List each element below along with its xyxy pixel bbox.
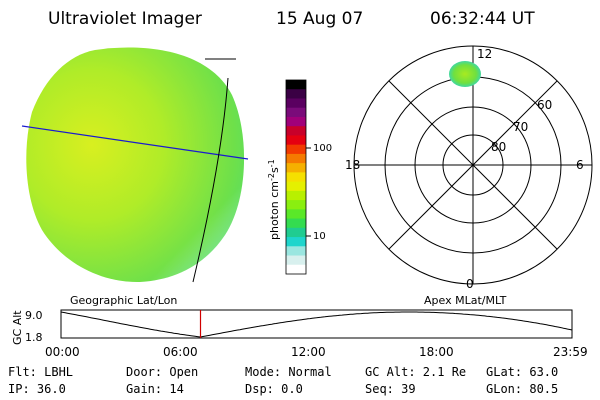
mlt-label-18: 18	[345, 158, 360, 172]
altitude-ytick-min: 1.8	[25, 331, 43, 344]
colorbar-swatch	[286, 144, 306, 155]
geo-longitude-line	[192, 77, 229, 283]
colorbar-swatch	[286, 89, 306, 100]
altitude-curve	[60, 311, 573, 338]
colorbar-swatch	[286, 255, 306, 266]
polar-plot	[353, 45, 593, 285]
colorbar-swatch	[286, 107, 306, 118]
status-glat: GLat: 63.0	[486, 365, 558, 379]
colorbar-unit-label: photon cm-2s-1	[267, 159, 281, 240]
colorbar-swatch	[286, 264, 306, 275]
mlt-label-12: 12	[477, 47, 492, 61]
colorbar-swatch	[286, 200, 306, 210]
geographic-image	[21, 47, 249, 283]
colorbar-swatch	[286, 237, 306, 247]
status-footer: Flt: LBHL IP: 36.0 Door: Open Gain: 14 M…	[8, 365, 558, 396]
geo-latitude-line	[21, 125, 249, 160]
colorbar-swatch	[286, 116, 306, 127]
mlt-label-0: 0	[466, 277, 474, 291]
altitude-ylabel: GC Alt	[11, 310, 24, 345]
status-glon: GLon: 80.5	[486, 382, 558, 396]
altitude-plot-frame	[60, 309, 573, 339]
colorbar-swatch	[286, 98, 306, 109]
colorbar	[286, 80, 306, 275]
image-date: 15 Aug 07	[276, 9, 363, 29]
colorbar-swatch	[286, 135, 306, 146]
geo-panel-label: Geographic Lat/Lon	[70, 294, 177, 307]
status-filter: Flt: LBHL	[8, 365, 73, 379]
altitude-ytick-max: 9.0	[25, 309, 43, 322]
status-gc-alt: GC Alt: 2.1 Re	[365, 365, 466, 379]
colorbar-swatch	[286, 80, 306, 90]
instrument-title: Ultraviolet Imager	[48, 9, 202, 29]
altitude-plot	[60, 309, 573, 339]
status-seq: Seq: 39	[365, 382, 416, 396]
status-ip: IP: 36.0	[8, 382, 66, 396]
mlat-label-60: 60	[537, 98, 552, 112]
altitude-xtick-1200: 12:00	[291, 345, 326, 359]
colorbar-swatch	[286, 209, 306, 220]
colorbar-swatch	[286, 126, 306, 137]
mlat-label-70: 70	[513, 120, 528, 134]
status-gain: Gain: 14	[126, 382, 184, 396]
mlt-label-6: 6	[576, 158, 584, 172]
colorbar-swatch	[286, 246, 306, 257]
status-door: Door: Open	[126, 365, 198, 379]
altitude-xtick-0600: 06:00	[163, 345, 198, 359]
colorbar-tick-100: 100	[313, 143, 332, 154]
altitude-xtick-0000: 00:00	[45, 345, 80, 359]
status-mode: Mode: Normal	[245, 365, 332, 379]
colorbar-swatch	[286, 153, 306, 164]
colorbar-swatch	[286, 172, 306, 183]
polar-panel-label: Apex MLat/MLT	[424, 294, 507, 307]
colorbar-swatch	[286, 227, 306, 238]
colorbar-frame	[285, 79, 307, 275]
status-dsp: Dsp: 0.0	[245, 382, 303, 396]
colorbar-tick-10: 10	[313, 231, 326, 242]
colorbar-swatch	[286, 218, 306, 229]
polar-diagonal	[388, 80, 558, 250]
colorbar-swatch	[286, 181, 306, 192]
altitude-xtick-1800: 18:00	[419, 345, 454, 359]
auroral-emission-spot	[449, 61, 481, 87]
colorbar-swatch	[286, 163, 306, 173]
altitude-xtick-2359: 23:59	[553, 345, 588, 359]
mlat-label-80: 80	[491, 140, 506, 154]
colorbar-swatch	[286, 190, 306, 201]
image-time: 06:32:44 UT	[430, 9, 535, 29]
